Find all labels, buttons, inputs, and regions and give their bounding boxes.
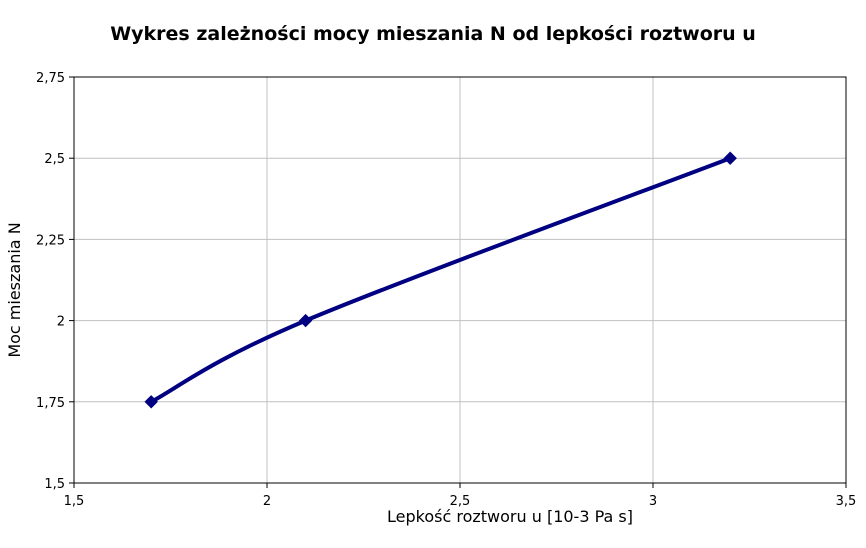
series-layer <box>144 151 737 409</box>
y-axis-label: Moc mieszania N <box>5 222 24 357</box>
x-axis-label: Lepkość roztworu u [10-3 Pa s] <box>387 507 633 526</box>
y-tick-label: 2 <box>57 315 65 330</box>
tick-labels: 1,5 2 2,5 3 3,5 1,5 1,75 2 2,25 2,5 2,75 <box>36 71 856 509</box>
data-point-marker <box>144 395 158 409</box>
x-tick-label: 2 <box>263 494 271 509</box>
series-line <box>150 156 731 404</box>
y-tick-label: 2,25 <box>36 233 65 248</box>
y-tick-label: 1,75 <box>36 396 65 411</box>
x-tick-label: 3,5 <box>836 494 857 509</box>
x-tick-label: 1,5 <box>64 494 85 509</box>
x-tick-label: 3 <box>649 494 657 509</box>
y-tick-label: 2,75 <box>36 71 65 86</box>
chart-title: Wykres zależności mocy mieszania N od le… <box>110 23 756 45</box>
data-point-marker <box>298 313 313 328</box>
data-point-marker <box>723 151 737 165</box>
y-tick-label: 1,5 <box>44 477 65 492</box>
grid <box>73 76 847 484</box>
y-tick-label: 2,5 <box>44 152 65 167</box>
x-tick-label: 2,5 <box>450 494 471 509</box>
